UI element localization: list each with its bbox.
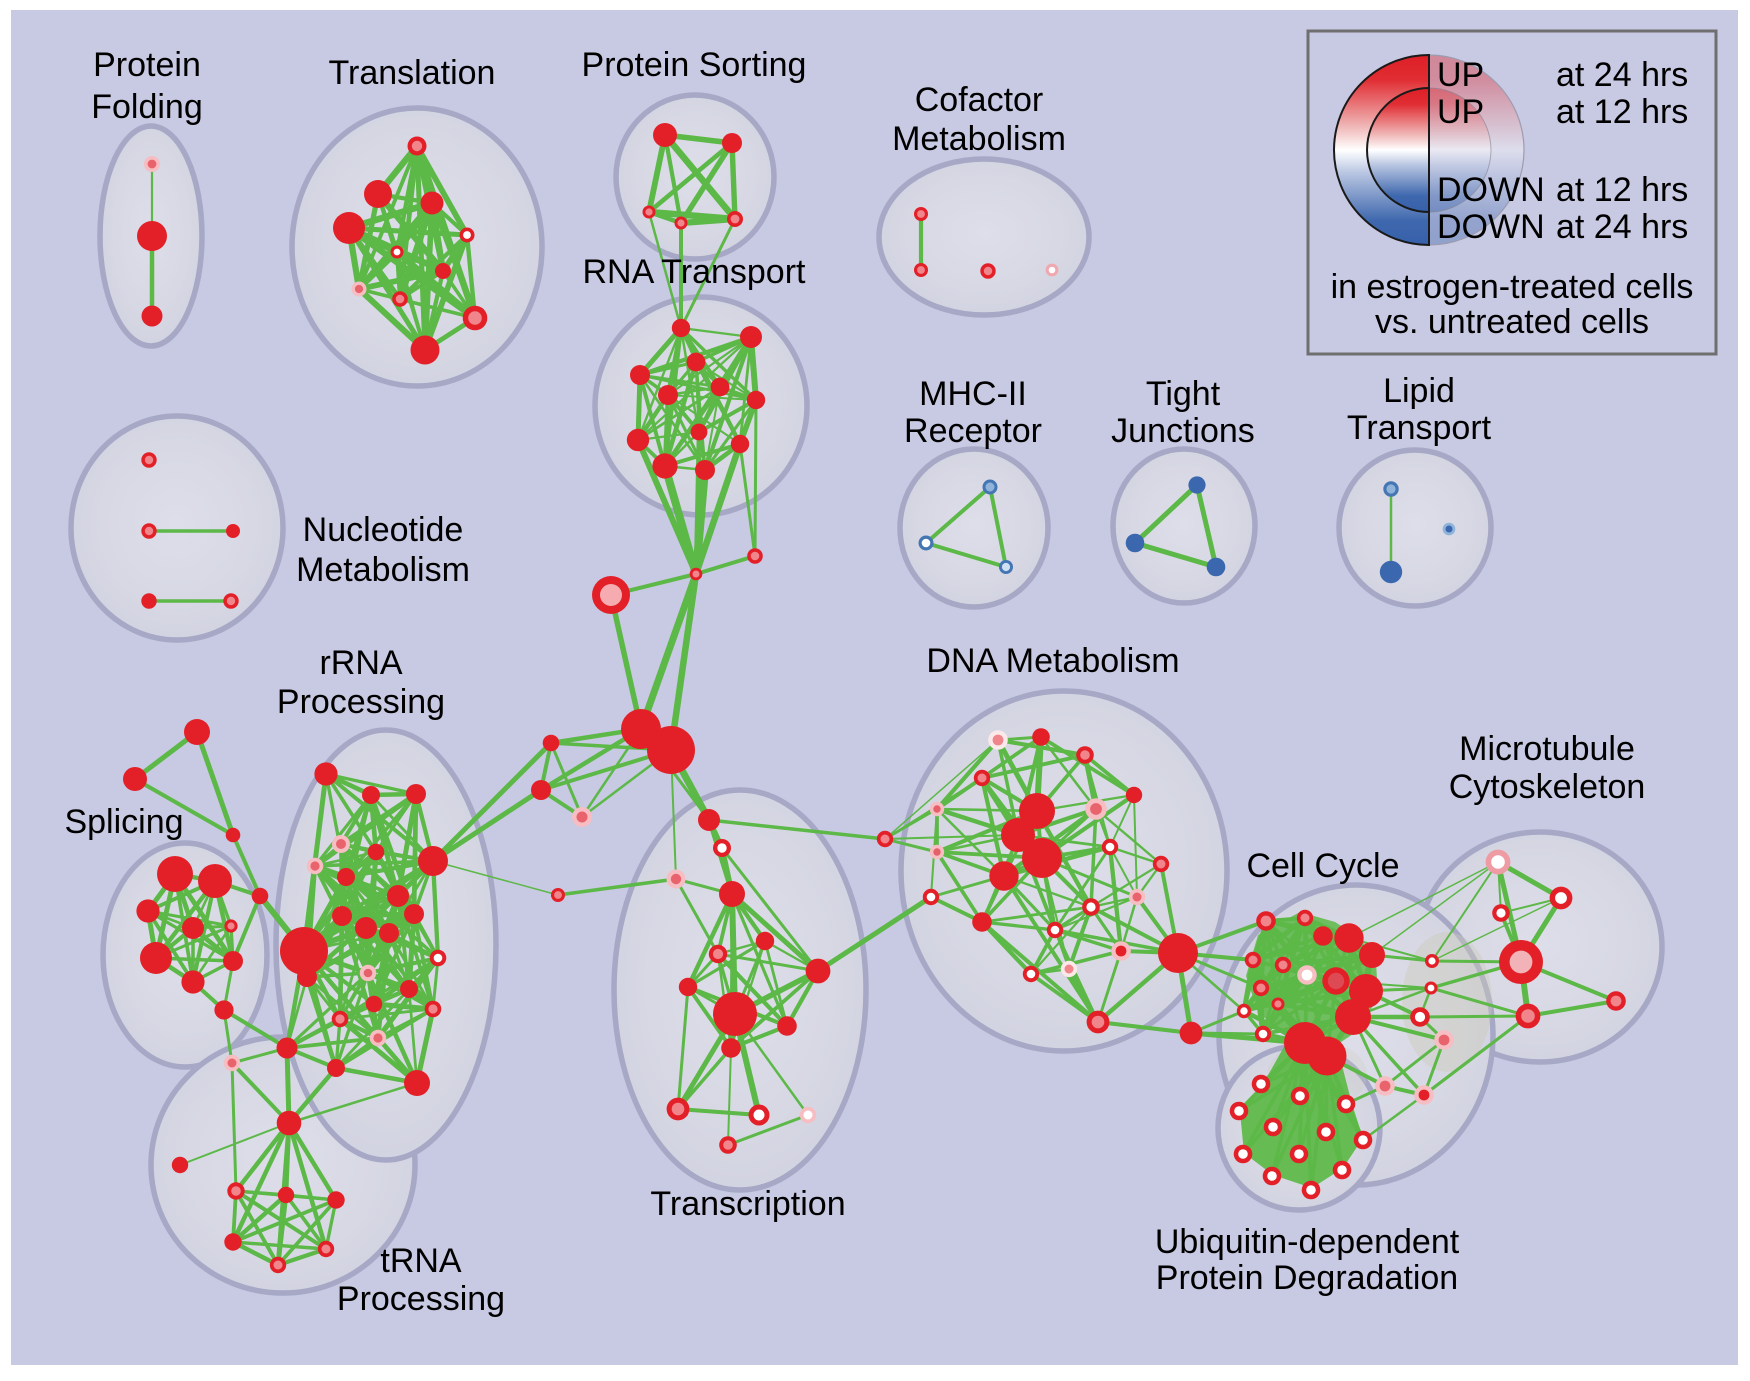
svg-text:vs. untreated cells: vs. untreated cells: [1375, 303, 1649, 341]
svg-text:Folding: Folding: [91, 88, 203, 126]
svg-text:Nucleotide: Nucleotide: [303, 511, 464, 549]
svg-text:Ubiquitin-dependent: Ubiquitin-dependent: [1155, 1223, 1460, 1261]
svg-text:at 12 hrs: at 12 hrs: [1556, 171, 1688, 209]
svg-text:Processing: Processing: [337, 1280, 505, 1318]
svg-text:Cell Cycle: Cell Cycle: [1246, 847, 1399, 885]
svg-text:Protein Degradation: Protein Degradation: [1156, 1259, 1458, 1297]
svg-text:Processing: Processing: [277, 683, 445, 721]
svg-text:Cofactor: Cofactor: [915, 81, 1044, 119]
svg-text:at 24 hrs: at 24 hrs: [1556, 56, 1688, 94]
svg-text:Splicing: Splicing: [64, 803, 183, 841]
svg-text:Metabolism: Metabolism: [296, 551, 470, 589]
svg-text:Metabolism: Metabolism: [892, 120, 1066, 158]
svg-text:UP: UP: [1437, 56, 1484, 94]
svg-text:at 12 hrs: at 12 hrs: [1556, 93, 1688, 131]
svg-text:at 24 hrs: at 24 hrs: [1556, 208, 1688, 246]
svg-text:DOWN: DOWN: [1437, 208, 1545, 246]
svg-text:Junctions: Junctions: [1111, 412, 1255, 450]
svg-text:RNA Transport: RNA Transport: [583, 253, 807, 291]
svg-text:DOWN: DOWN: [1437, 171, 1545, 209]
svg-text:Receptor: Receptor: [904, 412, 1042, 450]
svg-text:Cytoskeleton: Cytoskeleton: [1449, 768, 1646, 806]
svg-text:Protein: Protein: [93, 46, 201, 84]
svg-text:Transcription: Transcription: [650, 1185, 845, 1223]
svg-text:in estrogen-treated cells: in estrogen-treated cells: [1331, 268, 1694, 306]
svg-text:Tight: Tight: [1146, 375, 1221, 413]
svg-text:UP: UP: [1437, 93, 1484, 131]
svg-text:Microtubule: Microtubule: [1459, 730, 1635, 768]
svg-text:rRNA: rRNA: [319, 644, 402, 682]
svg-text:Protein Sorting: Protein Sorting: [582, 46, 807, 84]
svg-text:Transport: Transport: [1347, 409, 1492, 447]
svg-text:Lipid: Lipid: [1383, 372, 1455, 410]
svg-text:tRNA: tRNA: [380, 1242, 462, 1280]
svg-text:MHC-II: MHC-II: [919, 375, 1027, 413]
svg-text:Translation: Translation: [329, 54, 496, 92]
svg-text:DNA Metabolism: DNA Metabolism: [926, 642, 1179, 680]
